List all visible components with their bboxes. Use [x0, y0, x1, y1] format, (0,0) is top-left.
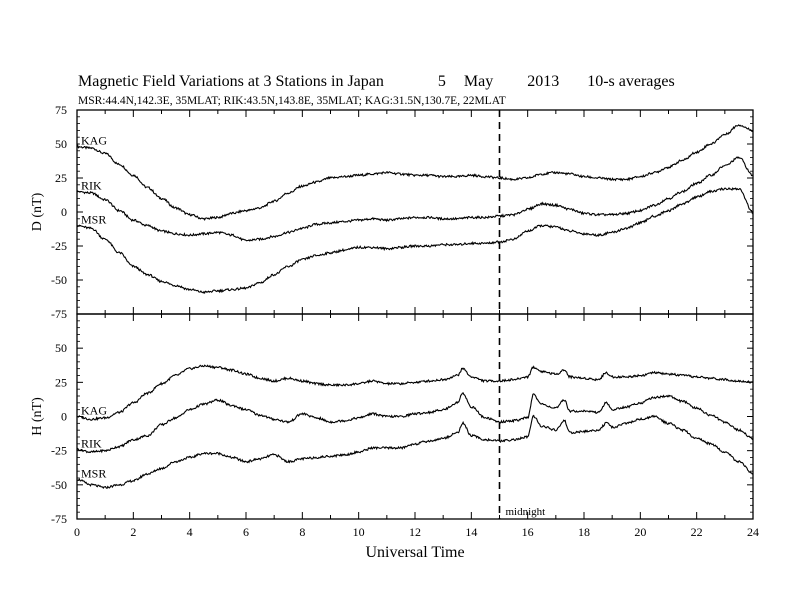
series-line-kag	[76, 364, 754, 422]
series-line-kag	[76, 124, 754, 221]
title-month: May	[463, 73, 494, 90]
series-line-rik	[76, 156, 754, 242]
y-tick-label: -25	[51, 239, 67, 253]
y-tick-label: 50	[55, 341, 67, 355]
x-tick-label: 18	[578, 525, 590, 539]
y-tick-label: 0	[61, 410, 67, 424]
x-tick-label: 2	[130, 525, 136, 539]
x-tick-label: 12	[409, 525, 421, 539]
x-tick-label: 10	[353, 525, 365, 539]
x-tick-label: 22	[691, 525, 703, 539]
title-day: 5	[437, 73, 446, 90]
series-label-kag: KAG	[81, 134, 107, 148]
y-tick-label: 25	[55, 171, 67, 185]
y-tick-label: -50	[51, 478, 67, 492]
y-tick-label: -75	[51, 307, 67, 321]
series-label-rik: RIK	[81, 436, 102, 450]
y-tick-label: -25	[51, 444, 67, 458]
chart-subtitle: MSR:44.4N,142.3E, 35MLAT; RIK:43.5N,143.…	[78, 95, 506, 107]
y-axis-label: H (nT)	[30, 397, 45, 436]
x-axis-label: Universal Time	[365, 544, 464, 561]
y-axis-label: D (nT)	[30, 192, 45, 231]
series-line-rik	[76, 392, 754, 454]
chart-title: Magnetic Field Variations at 3 Stations …	[78, 73, 675, 91]
y-tick-label: 50	[55, 137, 67, 151]
panel-d: 75 50 25 0 -25 -50 -75 D (nT) KAG RIK MSR	[30, 103, 754, 321]
title-averaging: 10-s averages	[587, 73, 675, 90]
x-tick-label: 14	[465, 525, 477, 539]
x-tick-label: 8	[299, 525, 305, 539]
y-tick-label: 25	[55, 375, 67, 389]
x-tick-label: 0	[74, 525, 80, 539]
y-tick-label: -50	[51, 273, 67, 287]
y-tick-label: 75	[55, 103, 67, 117]
plot-frame	[76, 109, 754, 315]
x-tick-label: 16	[522, 525, 534, 539]
series-label-msr: MSR	[81, 466, 106, 480]
series-line-msr	[76, 187, 754, 295]
x-tick-label: 24	[747, 525, 759, 539]
x-tick-label: 4	[187, 525, 193, 539]
title-year: 2013	[527, 73, 560, 90]
y-tick-label: 0	[61, 205, 67, 219]
x-tick-label: 6	[243, 525, 249, 539]
title-text: Magnetic Field Variations at 3 Stations …	[78, 73, 384, 90]
midnight-label: midnight	[506, 506, 546, 518]
y-tick-label: -75	[51, 512, 67, 526]
series-label-kag: KAG	[81, 404, 107, 418]
series-line-msr	[76, 414, 754, 490]
x-tick-label: 20	[634, 525, 646, 539]
series-label-rik: RIK	[81, 179, 102, 193]
series-label-msr: MSR	[81, 213, 106, 227]
